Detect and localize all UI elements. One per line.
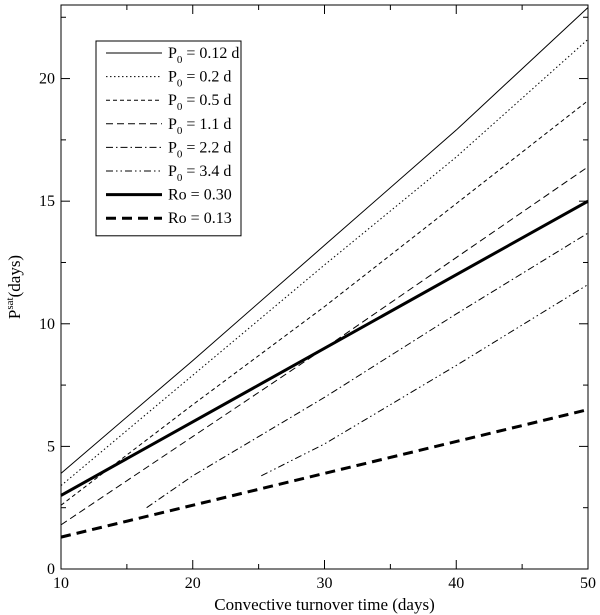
x-tick-label: 10 (53, 575, 69, 592)
series-line-1 (60, 38, 589, 487)
y-tick-label: 15 (39, 193, 55, 210)
legend-label-1: P0 = 0.2 d (168, 69, 231, 90)
series-line-6 (60, 199, 589, 497)
legend-label-7: Ro = 0.13 (168, 210, 232, 227)
x-tick-label: 40 (448, 575, 464, 592)
legend-label-5: P0 = 3.4 d (168, 163, 231, 184)
legend: P0 = 0.12 d P0 = 0.2 dP0 = 0.5 d P0 = 1.1 … (95, 40, 242, 237)
legend-label-2: P0 = 0.5 d (168, 92, 231, 113)
y-axis-label-sup: sat (4, 297, 16, 309)
series-line-4 (146, 232, 589, 509)
x-tick-label: 30 (317, 575, 333, 592)
svg-text:Psat(days): Psat(days) (4, 255, 24, 319)
x-tick-label: 20 (185, 575, 201, 592)
axis-ticks: 10 20 30 40 50 0 5 10 15 20 (39, 5, 596, 592)
y-tick-label: 10 (39, 316, 55, 333)
y-tick-label: 5 (47, 438, 55, 455)
y-axis-label-units: (days) (5, 255, 24, 297)
legend-label-6: Ro = 0.30 (168, 187, 232, 204)
x-axis-label: Convective turnover time (days) (214, 595, 434, 614)
series-line-5 (261, 284, 589, 477)
y-axis-label-main: P (5, 310, 24, 319)
legend-label-4: P0 = 2.2 d (168, 139, 231, 160)
series-line-0 (60, 7, 589, 474)
series-line-3 (60, 166, 589, 526)
series-group (60, 7, 589, 539)
legend-label-0: P0 = 0.12 d (168, 45, 239, 66)
y-tick-label: 0 (47, 561, 55, 578)
legend-box (95, 40, 242, 237)
series-line-7 (60, 408, 589, 539)
x-tick-label: 50 (580, 575, 596, 592)
y-tick-label: 20 (39, 71, 55, 88)
series-line-2 (60, 100, 589, 506)
legend-label-3: P0 = 1.1 d (168, 116, 231, 137)
y-axis-label: Psat(days) (4, 255, 24, 319)
